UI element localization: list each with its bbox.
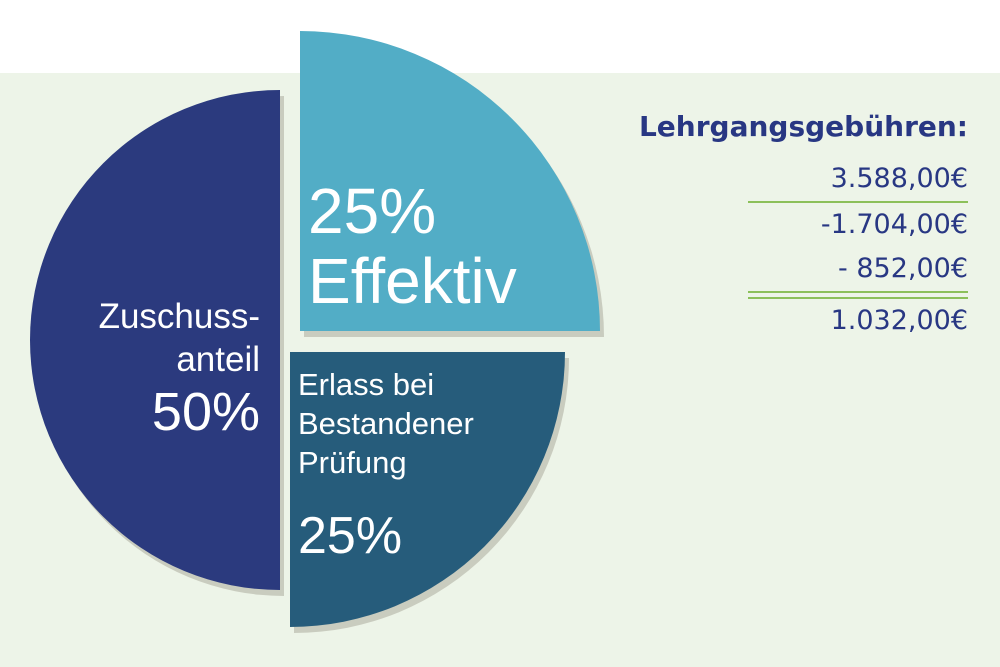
fees-row-erlass: - 852,00€: [838, 253, 968, 284]
slice-erlass: [290, 352, 565, 627]
fees-title: Lehrgangsgebühren:: [638, 110, 968, 143]
slice-value-effektiv: 25%: [308, 175, 437, 247]
slice-zuschuss: [30, 90, 280, 590]
slice-effektiv: [300, 31, 600, 331]
slice-label-zuschuss-line1: Zuschuss-: [98, 297, 260, 336]
slice-label-effektiv: 25% Effektiv: [308, 176, 517, 317]
slice-label-erlass-line2: Bestandener: [298, 405, 474, 441]
slice-label-erlass-line1: Erlass bei: [298, 367, 435, 402]
fees-row-result: 1.032,00€: [830, 305, 968, 336]
fees-summary: Lehrgangsgebühren: 3.588,00€ -1.704,00€ …: [639, 110, 968, 343]
slice-label-erlass-line3: Prüfung: [298, 444, 407, 480]
slice-label-effektiv-line1: Effektiv: [308, 245, 517, 318]
fees-double-rule: [748, 291, 968, 299]
slice-value-zuschuss: 50%: [151, 382, 260, 443]
fees-rule: [748, 201, 968, 203]
fees-row-total: 3.588,00€: [830, 163, 968, 194]
slice-label-erlass: Erlass bei Bestandener Prüfung 25%: [298, 366, 474, 565]
slice-value-erlass: 25%: [298, 507, 403, 566]
slice-label-zuschuss-line2: anteil: [176, 339, 260, 379]
fees-row-zuschuss: -1.704,00€: [820, 209, 968, 240]
slice-label-zuschuss: Zuschuss- anteil 50%: [99, 296, 260, 443]
